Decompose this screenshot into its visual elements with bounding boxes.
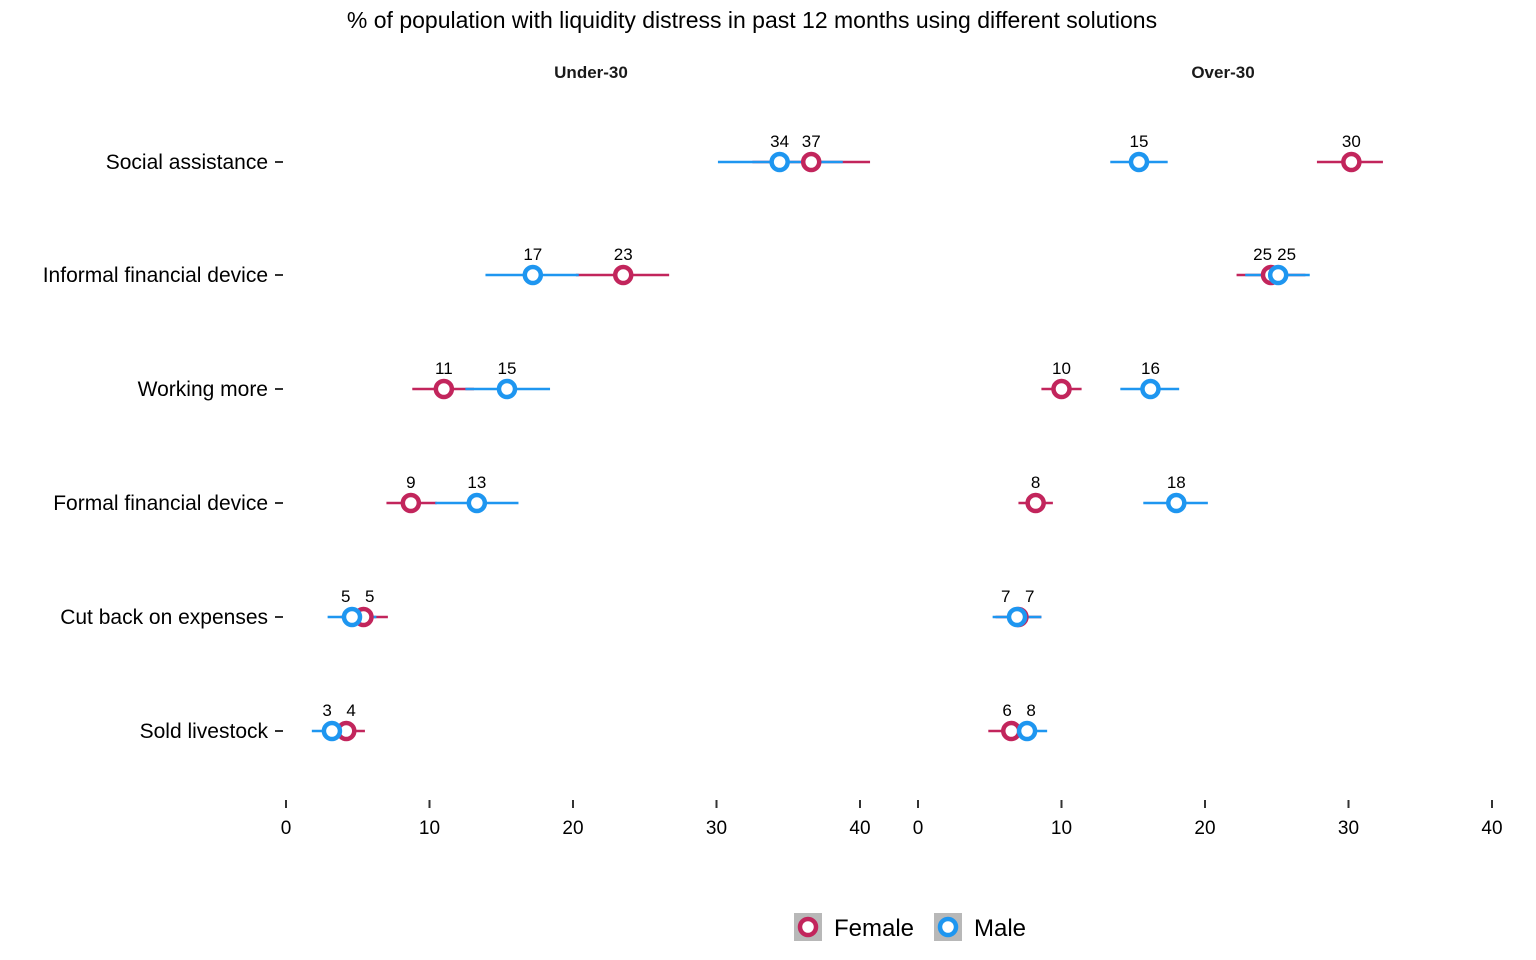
data-label-over-30-male-cut-back-on-expenses: 7	[1001, 587, 1010, 606]
x-tick-label-under-30-40: 40	[849, 818, 870, 839]
point-over-30-male-sold-livestock	[1016, 720, 1038, 742]
data-label-under-30-female-cut-back-on-expenses: 5	[365, 587, 374, 606]
point-over-30-female-formal-financial-device	[1025, 492, 1046, 514]
point-over-30-female-working-more	[1051, 378, 1072, 400]
category-label-sold-livestock: Sold livestock	[140, 720, 269, 743]
data-label-over-30-female-sold-livestock: 6	[1002, 701, 1011, 720]
point-under-30-male-cut-back-on-expenses	[341, 606, 363, 628]
point-under-30-male-formal-financial-device	[466, 492, 488, 514]
point-under-30-female-formal-financial-device	[400, 492, 422, 514]
legend-marker-female	[797, 916, 819, 938]
panels-layer: Social assistance Informal financial devi…	[43, 63, 1503, 839]
legend: Female Male	[794, 913, 1026, 942]
x-tick-label-over-30-0: 0	[913, 818, 924, 839]
point-under-30-male-working-more	[496, 378, 518, 400]
point-under-30-female-social-assistance	[800, 151, 822, 173]
point-over-30-male-working-more	[1140, 378, 1161, 400]
data-label-under-30-male-cut-back-on-expenses: 5	[341, 587, 350, 606]
data-label-over-30-female-working-more: 10	[1052, 359, 1071, 378]
point-over-30-female-social-assistance	[1341, 151, 1362, 173]
point-under-30-male-sold-livestock	[321, 720, 343, 742]
x-tick-label-under-30-0: 0	[281, 818, 292, 839]
point-over-30-male-social-assistance	[1128, 151, 1150, 173]
legend-label-female: Female	[834, 915, 914, 942]
data-label-over-30-male-sold-livestock: 8	[1026, 701, 1035, 720]
panel-title-under-30: Under-30	[554, 63, 628, 82]
x-tick-label-under-30-20: 20	[562, 818, 583, 839]
point-under-30-male-informal-financial-device	[522, 264, 544, 286]
legend-marker-male	[937, 916, 959, 938]
data-label-under-30-male-social-assistance: 34	[770, 132, 789, 151]
data-label-under-30-female-informal-financial-device: 23	[614, 245, 633, 264]
x-tick-label-over-30-30: 30	[1338, 818, 1359, 839]
category-label-working-more: Working more	[138, 378, 268, 401]
data-label-under-30-female-formal-financial-device: 9	[406, 473, 415, 492]
category-label-social-assistance: Social assistance	[106, 151, 268, 174]
point-over-30-male-informal-financial-device	[1267, 264, 1289, 286]
point-under-30-female-working-more	[433, 378, 455, 400]
data-label-over-30-male-working-more: 16	[1141, 359, 1160, 378]
data-label-over-30-female-social-assistance: 30	[1342, 132, 1361, 151]
data-label-under-30-female-working-more: 11	[435, 359, 453, 378]
data-label-over-30-female-formal-financial-device: 8	[1031, 473, 1040, 492]
x-tick-label-over-30-10: 10	[1051, 818, 1072, 839]
point-under-30-male-social-assistance	[769, 151, 790, 173]
data-label-over-30-female-cut-back-on-expenses: 7	[1025, 587, 1034, 606]
category-label-cut-back-on-expenses: Cut back on expenses	[60, 606, 268, 629]
category-label-formal-financial-device: Formal financial device	[53, 492, 268, 515]
data-label-under-30-male-sold-livestock: 3	[322, 701, 331, 720]
data-label-over-30-female-informal-financial-device: 25	[1253, 245, 1272, 264]
point-over-30-male-cut-back-on-expenses	[1006, 606, 1028, 628]
data-label-under-30-female-sold-livestock: 4	[346, 701, 355, 720]
data-label-under-30-male-formal-financial-device: 13	[467, 473, 486, 492]
x-tick-label-over-30-40: 40	[1481, 818, 1502, 839]
category-label-informal-financial-device: Informal financial device	[43, 264, 268, 287]
chart-title: % of population with liquidity distress …	[347, 7, 1157, 33]
x-tick-label-over-30-20: 20	[1194, 818, 1215, 839]
x-tick-label-under-30-10: 10	[419, 818, 440, 839]
x-tick-label-under-30-30: 30	[706, 818, 727, 839]
data-label-over-30-male-social-assistance: 15	[1130, 132, 1149, 151]
data-label-under-30-female-social-assistance: 37	[802, 132, 821, 151]
point-under-30-female-informal-financial-device	[612, 264, 634, 286]
data-label-under-30-male-informal-financial-device: 17	[523, 245, 542, 264]
data-label-over-30-male-informal-financial-device: 25	[1277, 245, 1296, 264]
data-label-over-30-male-formal-financial-device: 18	[1167, 473, 1186, 492]
legend-label-male: Male	[974, 915, 1026, 942]
point-over-30-male-formal-financial-device	[1166, 492, 1187, 514]
data-label-under-30-male-working-more: 15	[498, 359, 517, 378]
panel-title-over-30: Over-30	[1191, 63, 1254, 82]
